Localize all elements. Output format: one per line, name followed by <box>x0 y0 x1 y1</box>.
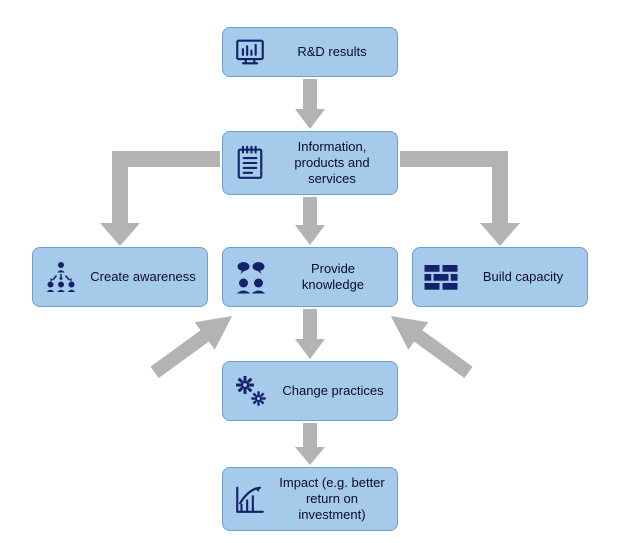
node-label: R&D results <box>277 44 387 60</box>
node-label: Provide knowledge <box>279 261 387 294</box>
arrow-n2-n5 <box>400 151 525 246</box>
node-label: Change practices <box>279 383 387 399</box>
node-change-practices: Change practices <box>222 361 398 421</box>
node-rd-results: R&D results <box>222 27 398 77</box>
node-label: Impact (e.g. better return on investment… <box>277 475 387 524</box>
arrow-n2-n4 <box>295 197 325 245</box>
node-impact: Impact (e.g. better return on investment… <box>222 467 398 531</box>
node-label: Information, products and services <box>277 139 387 188</box>
node-provide-knowledge: Provide knowledge <box>222 247 398 307</box>
growth-chart-icon <box>233 482 267 516</box>
people-network-icon <box>43 259 79 295</box>
arrow-n2-n3 <box>95 151 220 246</box>
notepad-icon <box>233 144 267 182</box>
node-build-capacity: Build capacity <box>412 247 588 307</box>
arrow-n1-n2 <box>295 79 325 129</box>
monitor-chart-icon <box>233 35 267 69</box>
arrow-n4-n6 <box>295 309 325 359</box>
node-label: Build capacity <box>469 269 577 285</box>
node-create-awareness: Create awareness <box>32 247 208 307</box>
bricks-icon <box>423 262 459 292</box>
node-label: Create awareness <box>89 269 197 285</box>
gears-icon <box>233 373 269 409</box>
dialogue-icon <box>233 259 269 295</box>
arrow-n6-n7 <box>295 423 325 465</box>
node-information-products-services: Information, products and services <box>222 131 398 195</box>
